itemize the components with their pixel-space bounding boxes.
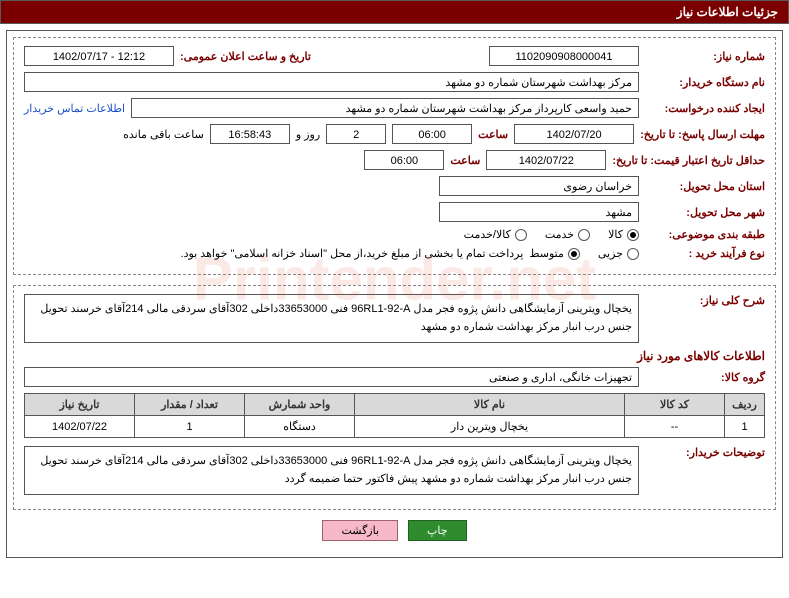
buyer-contact-link[interactable]: اطلاعات تماس خریدار [24, 102, 125, 115]
summary-text: یخچال ویترینی آزمایشگاهی دانش پژوه فجر م… [24, 294, 639, 343]
category-opt-1-label: خدمت [545, 228, 574, 241]
col-idx: ردیف [725, 394, 765, 416]
province-field: خراسان رضوی [439, 176, 639, 196]
process-opt-1[interactable]: متوسط [529, 247, 580, 260]
radio-icon [515, 229, 527, 241]
resp-time-field: 06:00 [392, 124, 472, 144]
category-opt-0-label: کالا [608, 228, 623, 241]
need-number-field: 1102090908000041 [489, 46, 639, 66]
col-name: نام کالا [355, 394, 625, 416]
requester-label: ایجاد کننده درخواست: [645, 102, 765, 115]
category-radio-group: کالا خدمت کالا/خدمت [464, 228, 639, 241]
days-suffix: روز و [296, 128, 320, 141]
cell-date: 1402/07/22 [25, 416, 135, 438]
process-opt-0-label: جزیی [598, 247, 623, 260]
cell-idx: 1 [725, 416, 765, 438]
category-opt-1[interactable]: خدمت [545, 228, 590, 241]
buyer-org-label: نام دستگاه خریدار: [645, 76, 765, 89]
goods-table: ردیف کد کالا نام کالا واحد شمارش تعداد /… [24, 393, 765, 438]
radio-icon [568, 248, 580, 260]
price-time-field: 06:00 [364, 150, 444, 170]
buyer-org-field: مرکز بهداشت شهرستان شماره دو مشهد [24, 72, 639, 92]
print-button[interactable]: چاپ [408, 520, 467, 541]
button-row: چاپ بازگشت [13, 520, 776, 541]
cell-unit: دستگاه [245, 416, 355, 438]
col-code: کد کالا [625, 394, 725, 416]
province-label: استان محل تحویل: [645, 180, 765, 193]
table-row: 1 -- یخچال ویترین دار دستگاه 1 1402/07/2… [25, 416, 765, 438]
process-note: پرداخت تمام یا بخشی از مبلغ خرید،از محل … [181, 247, 524, 260]
remain-time-field: 16:58:43 [210, 124, 290, 144]
main-frame: شماره نیاز: 1102090908000041 تاریخ و ساع… [6, 30, 783, 558]
category-opt-0[interactable]: کالا [608, 228, 639, 241]
goods-group-label: گروه کالا: [645, 371, 765, 384]
days-field: 2 [326, 124, 386, 144]
panel-title: جزئیات اطلاعات نیاز [0, 0, 789, 24]
radio-icon [627, 229, 639, 241]
cell-name: یخچال ویترین دار [355, 416, 625, 438]
cell-qty: 1 [135, 416, 245, 438]
process-label: نوع فرآیند خرید : [645, 247, 765, 260]
resp-time-label: ساعت [478, 128, 508, 141]
col-qty: تعداد / مقدار [135, 394, 245, 416]
radio-icon [627, 248, 639, 260]
resp-date-field: 1402/07/20 [514, 124, 634, 144]
requester-field: حمید واسعی کارپرداز مرکز بهداشت شهرستان … [131, 98, 639, 118]
announce-field: 1402/07/17 - 12:12 [24, 46, 174, 66]
announce-label: تاریخ و ساعت اعلان عمومی: [180, 50, 311, 63]
city-field: مشهد [439, 202, 639, 222]
resp-deadline-label: مهلت ارسال پاسخ: تا تاریخ: [640, 128, 765, 141]
category-opt-2[interactable]: کالا/خدمت [464, 228, 527, 241]
process-opt-1-label: متوسط [529, 247, 564, 260]
process-opt-0[interactable]: جزیی [598, 247, 639, 260]
summary-box: شرح کلی نیاز: یخچال ویترینی آزمایشگاهی د… [13, 285, 776, 510]
back-button[interactable]: بازگشت [322, 520, 398, 541]
col-date: تاریخ نیاز [25, 394, 135, 416]
buyer-note-text: یخچال ویترینی آزمایشگاهی دانش پژوه فجر م… [24, 446, 639, 495]
category-opt-2-label: کالا/خدمت [464, 228, 511, 241]
price-deadline-label: حداقل تاریخ اعتبار قیمت: تا تاریخ: [612, 154, 765, 167]
price-time-label: ساعت [450, 154, 480, 167]
remain-suffix: ساعت باقی مانده [123, 128, 204, 141]
goods-section-title: اطلاعات کالاهای مورد نیاز [24, 349, 765, 363]
need-number-label: شماره نیاز: [645, 50, 765, 63]
goods-group-field: تجهیزات خانگی، اداری و صنعتی [24, 367, 639, 387]
col-unit: واحد شمارش [245, 394, 355, 416]
buyer-note-label: توضیحات خریدار: [645, 446, 765, 459]
summary-label: شرح کلی نیاز: [645, 294, 765, 307]
radio-icon [578, 229, 590, 241]
price-date-field: 1402/07/22 [486, 150, 606, 170]
city-label: شهر محل تحویل: [645, 206, 765, 219]
cell-code: -- [625, 416, 725, 438]
process-radio-group: جزیی متوسط [529, 247, 639, 260]
category-label: طبقه بندی موضوعی: [645, 228, 765, 241]
need-details-box: شماره نیاز: 1102090908000041 تاریخ و ساع… [13, 37, 776, 275]
